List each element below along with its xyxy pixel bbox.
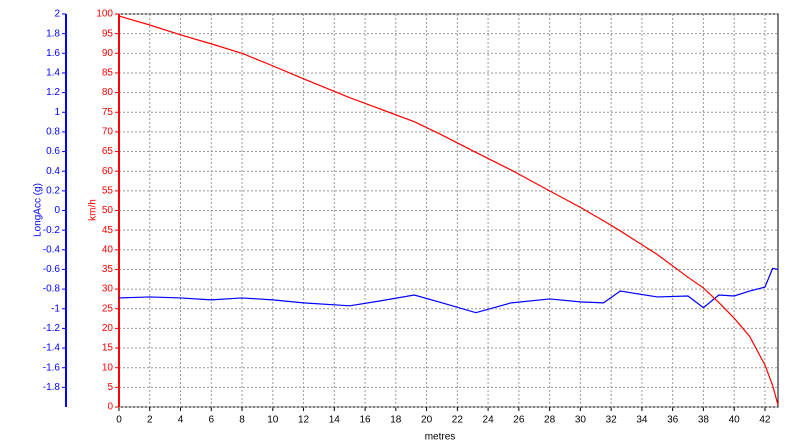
y-tick-label: 2 <box>54 9 60 20</box>
x-tick-label: 38 <box>698 415 710 426</box>
x-tick-label: 20 <box>421 415 433 426</box>
x-tick-label: 24 <box>483 415 495 426</box>
x-tick-label: 10 <box>267 415 279 426</box>
x-tick-label: 6 <box>208 415 214 426</box>
x-tick-label: 8 <box>239 415 245 426</box>
y-tick-label: 0.4 <box>46 166 60 177</box>
y2-tick-label: 65 <box>102 146 114 157</box>
x-tick-label: 16 <box>360 415 372 426</box>
y2-tick-label: 0 <box>107 402 113 413</box>
y2-tick-label: 70 <box>102 127 114 138</box>
y-tick-label: -0.6 <box>43 264 61 275</box>
x-tick-label: 22 <box>452 415 464 426</box>
y2-axis-title: km/h <box>88 199 99 221</box>
x-tick-label: 4 <box>178 415 184 426</box>
y2-tick-label: 5 <box>107 382 113 393</box>
y2-tick-label: 80 <box>102 87 114 98</box>
x-tick-label: 12 <box>298 415 310 426</box>
series-line <box>118 15 779 406</box>
y-tick-label: 1.6 <box>46 48 60 59</box>
y-tick-label: 1.4 <box>46 68 60 79</box>
x-tick-label: 28 <box>544 415 556 426</box>
y2-tick-label: 15 <box>102 343 114 354</box>
y2-tick-label: 55 <box>102 185 114 196</box>
y-tick-label: 0.6 <box>46 146 60 157</box>
y-tick-label: 0 <box>54 205 60 216</box>
x-tick-label: 36 <box>667 415 679 426</box>
y2-tick-label: 95 <box>102 28 114 39</box>
x-tick-label: 34 <box>636 415 648 426</box>
x-tick-label: 0 <box>116 415 122 426</box>
y-tick-label: -0.2 <box>43 225 61 236</box>
y-tick-label: -1.4 <box>43 343 61 354</box>
y2-tick-label: 30 <box>102 284 114 295</box>
y-tick-label: -1 <box>51 303 60 314</box>
y-tick-label: 1 <box>54 107 60 118</box>
y2-tick-label: 100 <box>96 9 113 20</box>
x-tick-label: 14 <box>329 415 341 426</box>
x-tick-label: 18 <box>390 415 402 426</box>
x-tick-label: 32 <box>606 415 618 426</box>
x-tick-label: 40 <box>729 415 741 426</box>
y-tick-label: -0.8 <box>43 284 61 295</box>
y2-tick-label: 90 <box>102 48 114 59</box>
y-tick-label: 0.2 <box>46 185 60 196</box>
y-tick-label: -0.4 <box>43 244 61 255</box>
x-tick-label: 26 <box>513 415 525 426</box>
x-tick-label: 30 <box>575 415 587 426</box>
y-tick-label: -1.8 <box>43 382 61 393</box>
y2-tick-label: 45 <box>102 225 114 236</box>
y2-tick-label: 25 <box>102 303 114 314</box>
y-tick-label: 0.8 <box>46 127 60 138</box>
y2-tick-label: 35 <box>102 264 114 275</box>
y-tick-label: -1.6 <box>43 362 61 373</box>
y-axis-title: LongAcc (g) <box>33 183 44 237</box>
x-tick-label: 2 <box>147 415 153 426</box>
y2-tick-label: 75 <box>102 107 114 118</box>
x-axis-title: metres <box>425 432 456 443</box>
x-tick-label: 42 <box>759 415 771 426</box>
y-tick-label: -1.2 <box>43 323 61 334</box>
y-tick-label: 1.2 <box>46 87 60 98</box>
y2-tick-label: 10 <box>102 362 114 373</box>
y2-tick-label: 40 <box>102 244 114 255</box>
series-line <box>118 267 779 314</box>
y2-tick-label: 85 <box>102 68 114 79</box>
y2-tick-label: 20 <box>102 323 114 334</box>
y-tick-label: 1.8 <box>46 28 60 39</box>
y2-tick-label: 60 <box>102 166 114 177</box>
y2-tick-label: 50 <box>102 205 114 216</box>
